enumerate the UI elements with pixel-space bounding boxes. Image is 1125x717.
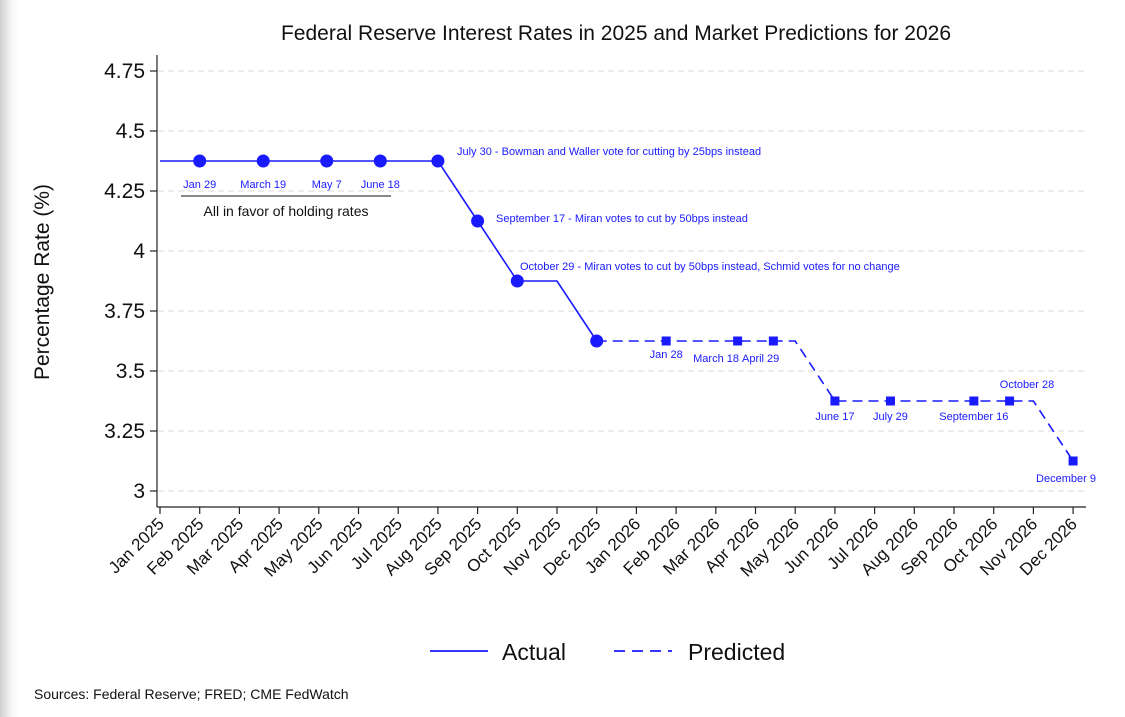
actual-point-5 [431, 154, 445, 168]
point-label-predicted-7: September 16 [939, 411, 1008, 423]
y-tick-label-4.25: 4.25 [104, 180, 145, 203]
point-label-actual-6: September 17 - Miran votes to cut by 50b… [496, 213, 748, 225]
point-label-predicted-5: June 17 [815, 411, 854, 423]
point-label-predicted-1: Jan 28 [650, 349, 683, 361]
point-label-predicted-6: July 29 [873, 411, 908, 423]
window-edge-shadow [0, 0, 18, 717]
predicted-point-6 [885, 396, 895, 406]
gridlines [158, 70, 1086, 492]
point-label-predicted-3: April 29 [742, 353, 779, 365]
actual-point-7 [510, 274, 524, 288]
y-tick-label-4.5: 4.5 [116, 120, 145, 143]
point-label-predicted-8: October 28 [1000, 379, 1054, 391]
actual-point-2 [256, 154, 270, 168]
point-labels: Jan 29 March 19 May 7 June 18 July 30 - Bowm… [183, 146, 1096, 485]
y-tick-label-3: 3 [133, 480, 145, 503]
legend-actual-label: Actual [502, 639, 566, 665]
predicted-point-3 [768, 336, 778, 346]
point-label-actual-2: March 19 [240, 179, 286, 191]
predicted-point-1 [661, 336, 671, 346]
series-lines [160, 160, 1074, 462]
y-tick-label-3.5: 3.5 [116, 360, 145, 383]
actual-point-9 [590, 334, 604, 348]
data-markers [193, 154, 1078, 466]
point-label-actual-5: July 30 - Bowman and Waller vote for cut… [457, 146, 761, 158]
actual-point-4 [373, 154, 387, 168]
point-label-actual-1: Jan 29 [183, 179, 216, 191]
legend-predicted-label: Predicted [688, 639, 785, 665]
predicted-point-2 [733, 336, 743, 346]
point-label-actual-7: October 29 - Miran votes to cut by 50bps… [520, 261, 900, 273]
axes [156, 55, 1086, 508]
chart-title: Federal Reserve Interest Rates in 2025 a… [281, 22, 951, 45]
legend: Actual Predicted [430, 639, 785, 665]
y-axis-ticks: 3 3.25 3.5 3.75 4 4.25 4.5 4.75 [104, 60, 157, 503]
point-label-actual-4: June 18 [361, 179, 400, 191]
predicted-point-7 [969, 396, 979, 406]
y-tick-label-4: 4 [133, 240, 145, 263]
predicted-point-10 [1068, 456, 1078, 466]
annotation-hold-note: All in favor of holding rates [204, 203, 369, 219]
annotations: All in favor of holding rates [181, 195, 391, 219]
y-axis-label: Percentage Rate (%) [31, 184, 54, 380]
predicted-point-5 [830, 396, 840, 406]
y-tick-label-4.75: 4.75 [104, 60, 145, 83]
series-line-actual [160, 160, 598, 342]
actual-point-6 [471, 214, 485, 228]
predicted-point-8 [1005, 396, 1015, 406]
actual-point-3 [320, 154, 334, 168]
point-label-predicted-10: December 9 [1036, 473, 1096, 485]
source-note: Sources: Federal Reserve; FRED; CME FedW… [34, 686, 349, 702]
actual-point-1 [193, 154, 207, 168]
y-tick-label-3.25: 3.25 [104, 420, 145, 443]
y-tick-label-3.75: 3.75 [104, 300, 145, 323]
series-line-predicted [596, 340, 1074, 462]
point-label-predicted-2: March 18 [693, 353, 739, 365]
point-label-actual-3: May 7 [312, 179, 342, 191]
